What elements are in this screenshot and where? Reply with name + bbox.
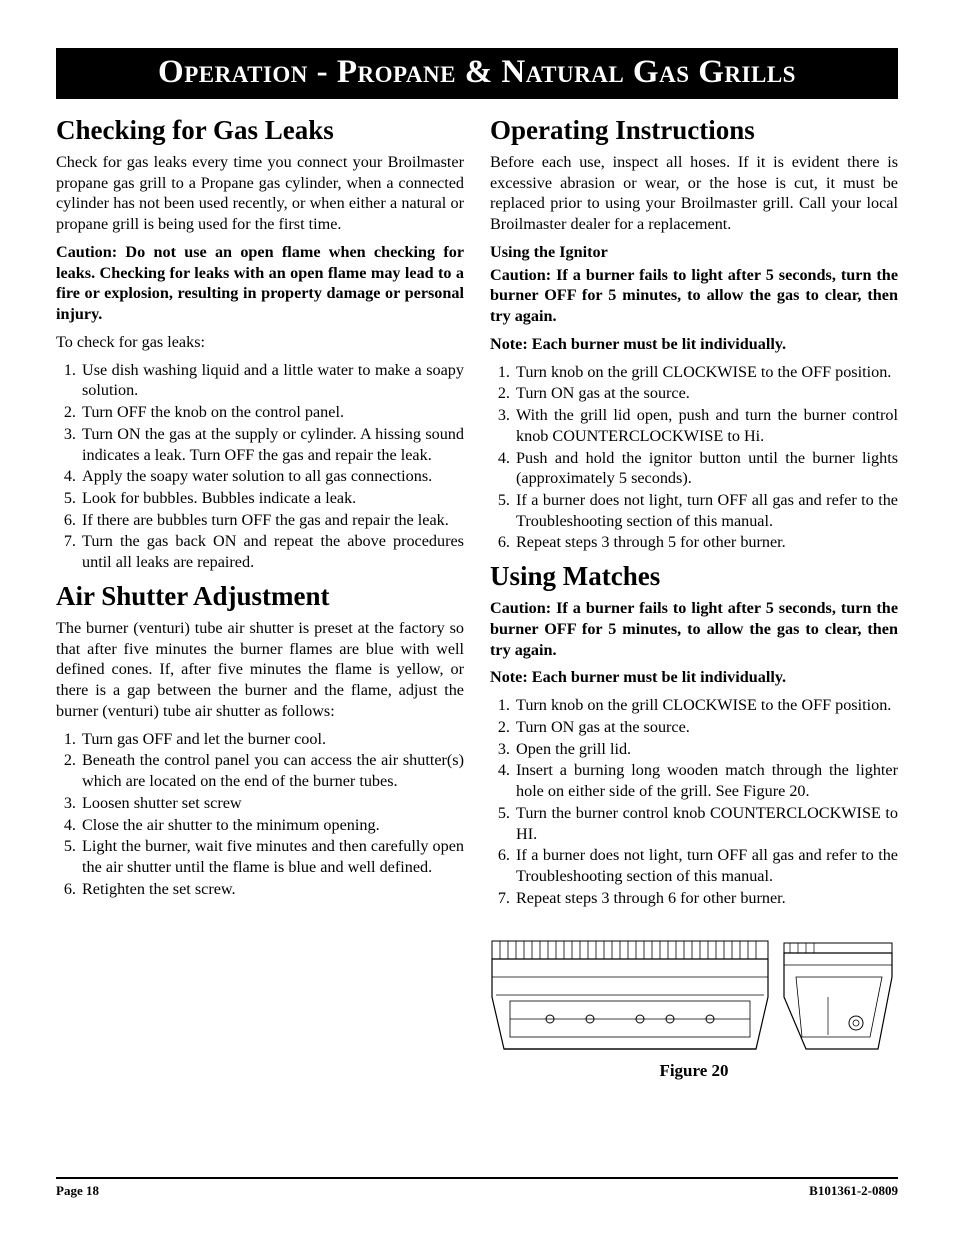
footer-page-number: Page 18 <box>56 1183 99 1199</box>
right-column: Operating Instructions Before each use, … <box>490 109 898 1081</box>
list-item: Close the air shutter to the minimum ope… <box>80 815 464 836</box>
left-column: Checking for Gas Leaks Check for gas lea… <box>56 109 464 1081</box>
matches-steps: Turn knob on the grill CLOCKWISE to the … <box>490 695 898 908</box>
list-item: Turn knob on the grill CLOCKWISE to the … <box>514 362 898 383</box>
list-item: Retighten the set screw. <box>80 879 464 900</box>
figure-caption: Figure 20 <box>490 1061 898 1081</box>
list-item: Apply the soapy water solution to all ga… <box>80 466 464 487</box>
list-item: Turn the burner control knob COUNTERCLOC… <box>514 803 898 844</box>
list-item: Turn the gas back ON and repeat the abov… <box>80 531 464 572</box>
figure-20 <box>490 937 898 1057</box>
paragraph: The burner (venturi) tube air shutter is… <box>56 618 464 722</box>
paragraph: Check for gas leaks every time you conne… <box>56 152 464 235</box>
gas-leak-steps: Use dish washing liquid and a little wat… <box>56 360 464 573</box>
grill-front-diagram-icon <box>490 937 770 1057</box>
page-footer: Page 18 B101361-2-0809 <box>56 1177 898 1199</box>
paragraph: To check for gas leaks: <box>56 332 464 353</box>
list-item: If there are bubbles turn OFF the gas an… <box>80 510 464 531</box>
heading-operating: Operating Instructions <box>490 115 898 146</box>
list-item: Beneath the control panel you can access… <box>80 750 464 791</box>
heading-matches: Using Matches <box>490 561 898 592</box>
list-item: Light the burner, wait five minutes and … <box>80 836 464 877</box>
heading-air-shutter: Air Shutter Adjustment <box>56 581 464 612</box>
list-item: Loosen shutter set screw <box>80 793 464 814</box>
caution-text: Caution: Do not use an open flame when c… <box>56 242 464 325</box>
note-text: Note: Each burner must be lit individual… <box>490 667 898 688</box>
air-shutter-steps: Turn gas OFF and let the burner cool. Be… <box>56 729 464 900</box>
list-item: If a burner does not light, turn OFF all… <box>514 845 898 886</box>
subheading-ignitor: Using the Ignitor <box>490 242 898 263</box>
title-bar: Operation - Propane & Natural Gas Grills <box>56 48 898 99</box>
ignitor-steps: Turn knob on the grill CLOCKWISE to the … <box>490 362 898 554</box>
list-item: Turn OFF the knob on the control panel. <box>80 402 464 423</box>
caution-text: Caution: If a burner fails to light afte… <box>490 265 898 327</box>
footer-doc-id: B101361-2-0809 <box>809 1183 898 1199</box>
list-item: Use dish washing liquid and a little wat… <box>80 360 464 401</box>
list-item: If a burner does not light, turn OFF all… <box>514 490 898 531</box>
list-item: Open the grill lid. <box>514 739 898 760</box>
list-item: Look for bubbles. Bubbles indicate a lea… <box>80 488 464 509</box>
list-item: Turn ON the gas at the supply or cylinde… <box>80 424 464 465</box>
heading-gas-leaks: Checking for Gas Leaks <box>56 115 464 146</box>
grill-side-diagram-icon <box>778 937 898 1057</box>
list-item: Repeat steps 3 through 5 for other burne… <box>514 532 898 553</box>
list-item: Repeat steps 3 through 6 for other burne… <box>514 888 898 909</box>
list-item: Turn ON gas at the source. <box>514 717 898 738</box>
list-item: Turn gas OFF and let the burner cool. <box>80 729 464 750</box>
list-item: Turn knob on the grill CLOCKWISE to the … <box>514 695 898 716</box>
note-text: Note: Each burner must be lit individual… <box>490 334 898 355</box>
list-item: Insert a burning long wooden match throu… <box>514 760 898 801</box>
list-item: With the grill lid open, push and turn t… <box>514 405 898 446</box>
two-column-layout: Checking for Gas Leaks Check for gas lea… <box>56 109 898 1081</box>
caution-text: Caution: If a burner fails to light afte… <box>490 598 898 660</box>
list-item: Turn ON gas at the source. <box>514 383 898 404</box>
paragraph: Before each use, inspect all hoses. If i… <box>490 152 898 235</box>
list-item: Push and hold the ignitor button until t… <box>514 448 898 489</box>
page-title: Operation - Propane & Natural Gas Grills <box>56 54 898 91</box>
